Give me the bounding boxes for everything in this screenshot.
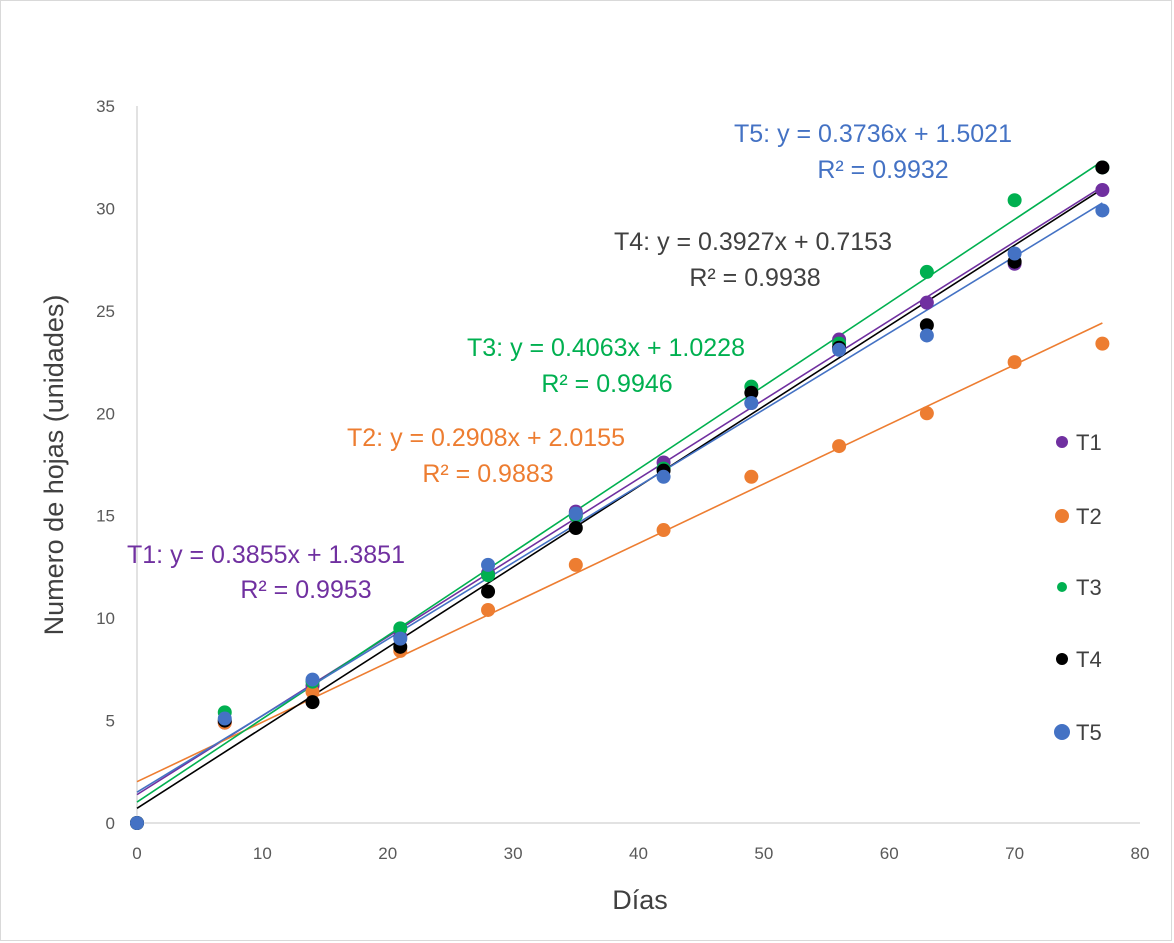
data-point-t2 bbox=[568, 557, 583, 572]
legend-label-t4: T4 bbox=[1076, 647, 1102, 672]
y-tick-label: 20 bbox=[96, 404, 115, 423]
x-tick-label: 50 bbox=[754, 844, 773, 863]
trendline-equation-t5: T5: y = 0.3736x + 1.5021 bbox=[734, 120, 1012, 148]
x-tick-label: 80 bbox=[1131, 844, 1150, 863]
y-tick-label: 25 bbox=[96, 302, 115, 321]
y-tick-label: 15 bbox=[96, 507, 115, 526]
data-point-t1 bbox=[1095, 182, 1110, 197]
y-tick-label: 35 bbox=[96, 97, 115, 116]
data-point-t5 bbox=[656, 469, 671, 484]
trendline-equation-t2: T2: y = 0.2908x + 2.0155 bbox=[347, 424, 625, 452]
x-tick-label: 20 bbox=[378, 844, 397, 863]
data-point-t5 bbox=[832, 342, 847, 357]
legend-marker-t5 bbox=[1054, 724, 1070, 740]
y-axis-title: Numero de hojas (unidades) bbox=[39, 295, 69, 636]
legend-marker-t4 bbox=[1056, 653, 1068, 665]
x-tick-label: 30 bbox=[504, 844, 523, 863]
data-point-t4 bbox=[744, 385, 759, 400]
x-tick-label: 10 bbox=[253, 844, 272, 863]
legend-label-t3: T3 bbox=[1076, 575, 1102, 600]
trendline-t4 bbox=[136, 188, 1103, 810]
data-point-t4 bbox=[481, 584, 496, 599]
trendline-r2-t2: R² = 0.9883 bbox=[422, 460, 553, 488]
axes bbox=[136, 106, 1140, 824]
data-point-t4 bbox=[568, 521, 583, 536]
data-point-t2 bbox=[832, 439, 847, 454]
trendline-r2-t3: R² = 0.9946 bbox=[541, 370, 672, 398]
data-point-t3 bbox=[481, 568, 496, 583]
legend: T1 T2 T3 T4 T5 bbox=[1054, 430, 1102, 745]
data-point-t2 bbox=[1095, 336, 1110, 351]
trendline-r2-t5: R² = 0.9932 bbox=[817, 156, 948, 184]
data-point-t2 bbox=[656, 523, 671, 538]
legend-marker-t3 bbox=[1057, 582, 1067, 592]
data-point-t4 bbox=[305, 695, 320, 710]
x-tick-label: 40 bbox=[629, 844, 648, 863]
y-axis-ticks: 0 5 10 15 20 25 30 35 bbox=[96, 97, 115, 833]
trendline-equation-t4: T4: y = 0.3927x + 0.7153 bbox=[614, 228, 892, 256]
y-tick-label: 10 bbox=[96, 609, 115, 628]
legend-marker-t2 bbox=[1055, 509, 1069, 523]
data-point-t5 bbox=[568, 506, 583, 521]
x-tick-label: 60 bbox=[880, 844, 899, 863]
data-point-t4 bbox=[919, 318, 934, 333]
trendlines bbox=[136, 160, 1103, 810]
x-axis-ticks: 0 10 20 30 40 50 60 70 80 bbox=[132, 844, 1149, 863]
x-tick-label: 70 bbox=[1005, 844, 1024, 863]
data-point-t5 bbox=[919, 328, 934, 343]
data-point-t1 bbox=[919, 295, 934, 310]
x-axis-title: Días bbox=[612, 885, 668, 915]
data-point-t4 bbox=[1095, 160, 1110, 175]
legend-label-t2: T2 bbox=[1076, 504, 1102, 529]
data-point-t5 bbox=[1007, 246, 1022, 261]
data-point-t5 bbox=[481, 557, 496, 572]
y-tick-label: 5 bbox=[106, 712, 115, 731]
trendline-t5 bbox=[136, 202, 1103, 793]
trendline-equation-t1: T1: y = 0.3855x + 1.3851 bbox=[127, 541, 405, 569]
data-point-t3 bbox=[393, 621, 408, 636]
legend-marker-t1 bbox=[1056, 436, 1068, 448]
data-point-t5 bbox=[130, 816, 144, 830]
y-tick-label: 30 bbox=[96, 199, 115, 218]
data-point-t3 bbox=[919, 264, 934, 279]
x-tick-label: 0 bbox=[132, 844, 141, 863]
data-point-t2 bbox=[744, 469, 759, 484]
data-point-t5 bbox=[217, 711, 232, 726]
data-point-t5 bbox=[744, 396, 759, 411]
trendline-r2-t1: R² = 0.9953 bbox=[240, 576, 371, 604]
data-point-t2 bbox=[481, 602, 496, 617]
y-tick-label: 0 bbox=[106, 814, 115, 833]
data-point-t2 bbox=[919, 406, 934, 421]
data-point-t5 bbox=[305, 672, 320, 687]
trendline-t3 bbox=[136, 160, 1103, 803]
data-point-t2 bbox=[305, 684, 320, 699]
data-point-t2 bbox=[1007, 355, 1022, 370]
data-points bbox=[130, 160, 1110, 830]
legend-label-t1: T1 bbox=[1076, 430, 1102, 455]
trendline-equation-t3: T3: y = 0.4063x + 1.0228 bbox=[467, 334, 745, 362]
data-point-t3 bbox=[1007, 193, 1022, 208]
data-point-t5 bbox=[1095, 203, 1110, 218]
data-point-t5 bbox=[393, 631, 408, 646]
trendline-equations: T1: y = 0.3855x + 1.3851 R² = 0.9953 T2: y… bbox=[127, 120, 1012, 604]
trendline-r2-t4: R² = 0.9938 bbox=[689, 264, 820, 292]
legend-label-t5: T5 bbox=[1076, 720, 1102, 745]
